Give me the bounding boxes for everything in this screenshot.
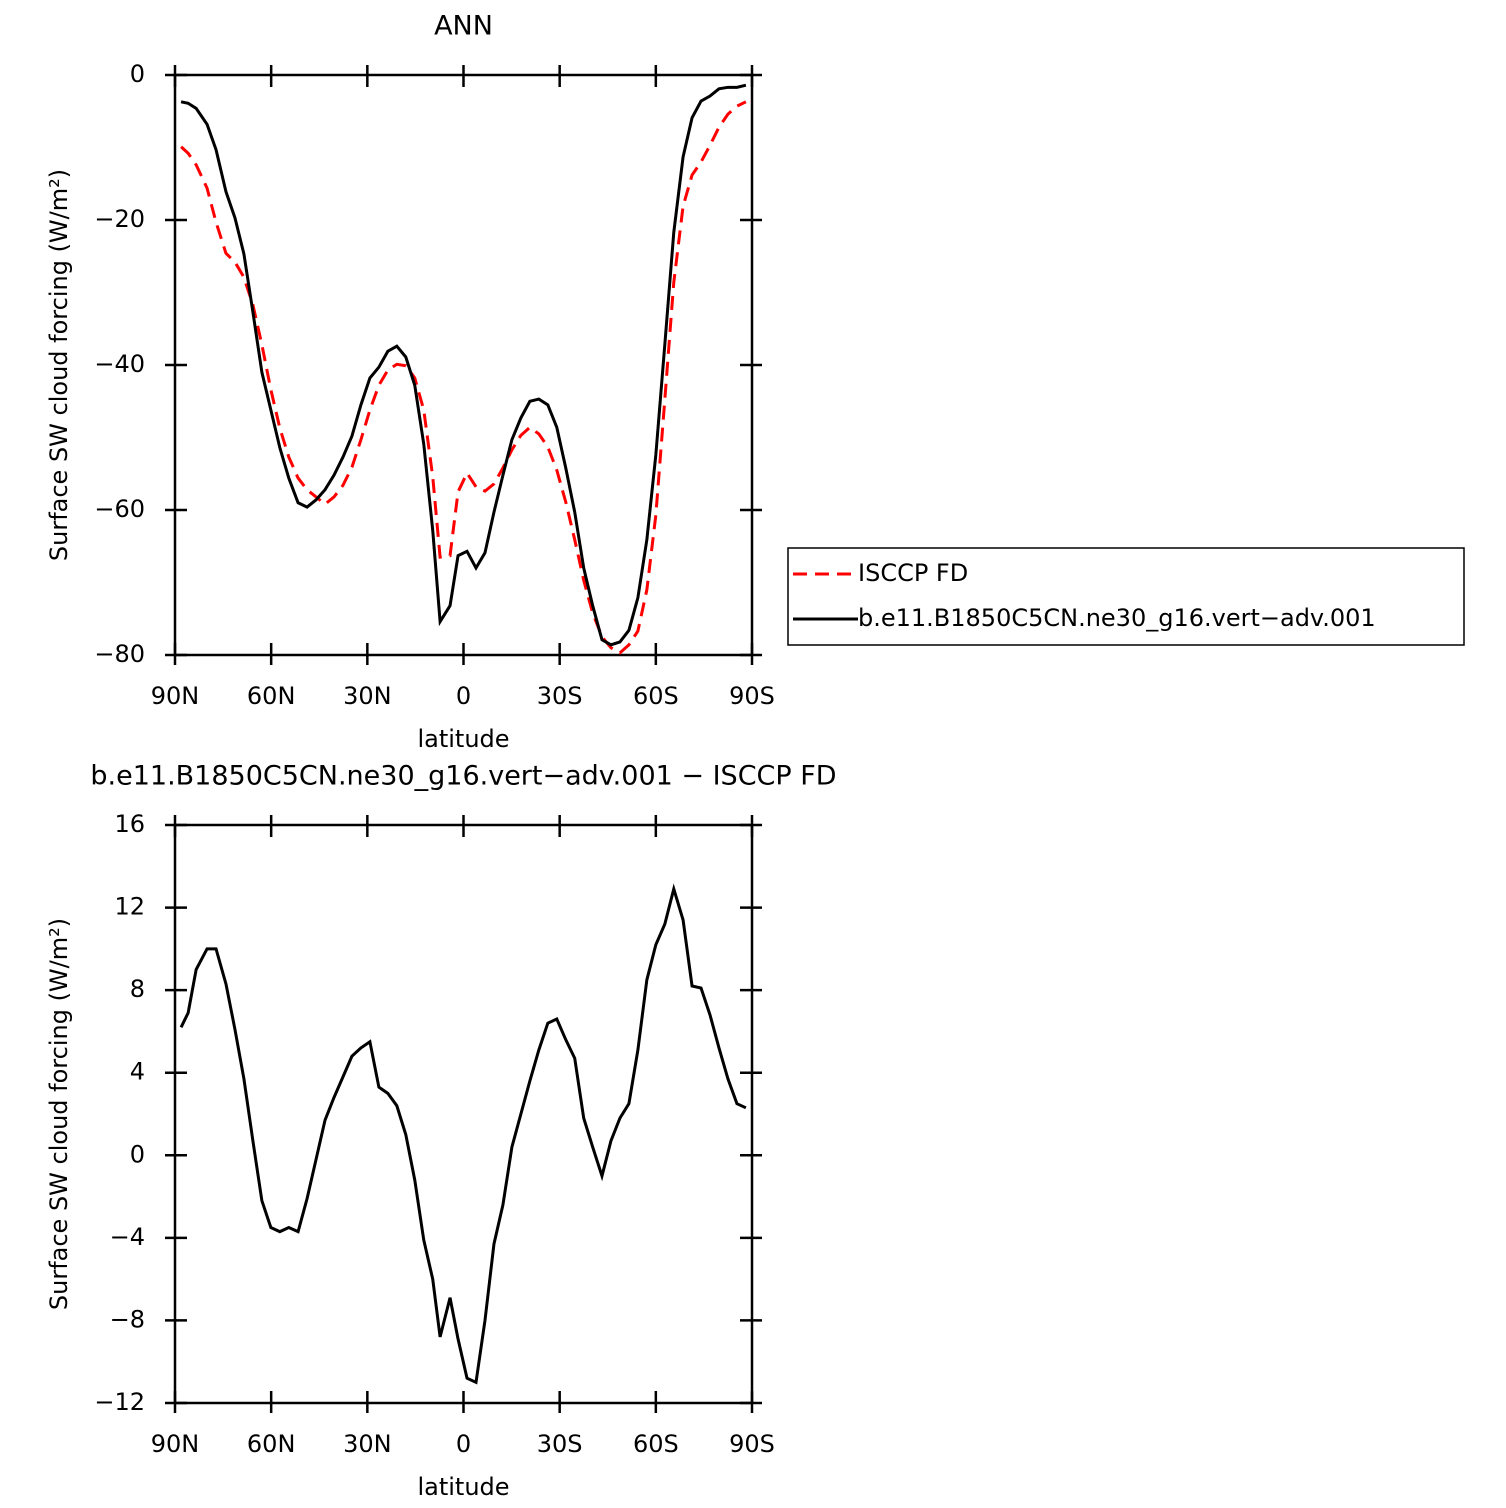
- data-line: [180, 83, 747, 647]
- chart-title: b.e11.B1850C5CN.ne30_g16.vert−adv.001 − …: [90, 761, 836, 792]
- x-tick-label: 60S: [633, 682, 679, 710]
- x-tick-label: 0: [456, 682, 471, 710]
- y-axis-label: Surface SW cloud forcing (W/m²): [45, 169, 73, 561]
- plot-frame: [173, 823, 754, 1405]
- y-tick-label: 8: [130, 975, 145, 1003]
- x-tick-label: 90N: [151, 1430, 200, 1458]
- y-axis-label: Surface SW cloud forcing (W/m²): [45, 918, 73, 1310]
- x-tick-label: 60N: [247, 682, 296, 710]
- y-tick-label: −12: [94, 1388, 145, 1416]
- legend-label: ISCCP FD: [858, 559, 968, 587]
- x-tick-label: 30N: [343, 682, 392, 710]
- y-tick-label: −8: [110, 1305, 145, 1333]
- y-tick-label: 0: [130, 60, 145, 88]
- y-tick-label: 16: [114, 810, 145, 838]
- data-line: [179, 883, 747, 1385]
- y-tick-label: −60: [94, 495, 145, 523]
- y-tick-label: 0: [130, 1140, 145, 1168]
- chart-title: ANN: [434, 11, 493, 42]
- x-tick-label: 30S: [537, 1430, 583, 1458]
- y-tick-label: 12: [114, 893, 145, 921]
- x-tick-label: 60S: [633, 1430, 679, 1458]
- x-tick-label: 90S: [729, 682, 775, 710]
- y-tick-label: 4: [130, 1058, 145, 1086]
- x-tick-label: 90N: [151, 682, 200, 710]
- y-tick-label: −20: [94, 205, 145, 233]
- x-tick-label: 30N: [343, 1430, 392, 1458]
- legend-box: [787, 547, 1465, 646]
- y-tick-label: −80: [94, 640, 145, 668]
- x-tick-label: 90S: [729, 1430, 775, 1458]
- x-tick-label: 0: [456, 1430, 471, 1458]
- x-tick-label: 60N: [247, 1430, 296, 1458]
- y-tick-label: −4: [110, 1223, 145, 1251]
- data-line: [180, 100, 747, 655]
- x-axis-label: latitude: [417, 1473, 509, 1501]
- x-axis-label: latitude: [417, 725, 509, 753]
- legend-label: b.e11.B1850C5CN.ne30_g16.vert−adv.001: [858, 604, 1376, 632]
- y-tick-label: −40: [94, 350, 145, 378]
- x-tick-label: 30S: [537, 682, 583, 710]
- plot-frame: [173, 73, 754, 657]
